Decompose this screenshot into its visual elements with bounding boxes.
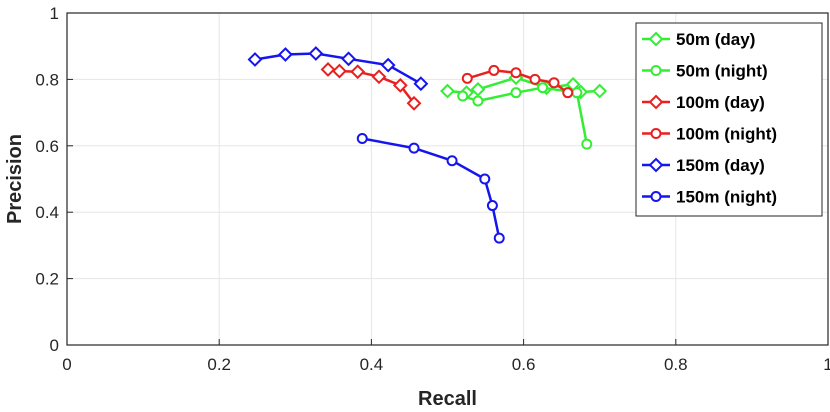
legend-label: 50m (day) — [676, 30, 755, 49]
data-point — [581, 138, 593, 150]
y-tick-label: 0.6 — [35, 137, 59, 156]
data-point — [446, 155, 458, 167]
x-axis-ticks: 0 0.2 0.4 0.6 0.8 1 — [62, 339, 830, 374]
x-tick-label: 0 — [62, 355, 71, 374]
x-tick-label: 1 — [823, 355, 830, 374]
data-point — [356, 132, 368, 144]
data-point — [548, 77, 560, 89]
legend-label: 150m (night) — [676, 188, 777, 207]
data-point — [529, 73, 541, 85]
legend-entry: 50m (night) — [642, 62, 768, 81]
data-point — [320, 62, 336, 77]
x-tick-label: 0.6 — [512, 355, 536, 374]
legend-box — [635, 22, 823, 217]
legend-entry: 100m (night) — [642, 125, 777, 144]
legend: 50m (day) 50m (night) 100m (day) 100m (nigh… — [635, 22, 823, 217]
data-point — [247, 52, 263, 67]
data-point — [510, 67, 522, 79]
data-point — [350, 64, 366, 80]
legend-swatch-marker — [648, 31, 664, 47]
data-point — [308, 46, 324, 61]
legend-swatch-marker — [650, 191, 662, 202]
data-point — [380, 57, 396, 73]
data-point — [592, 83, 608, 99]
data-point — [472, 95, 484, 107]
data-point — [457, 90, 469, 102]
y-axis-label: Precision — [4, 134, 26, 224]
y-tick-label: 0.8 — [35, 70, 59, 89]
x-tick-label: 0.8 — [664, 355, 688, 374]
data-point — [406, 95, 422, 111]
legend-swatch-marker — [650, 65, 662, 76]
legend-swatch-marker — [648, 94, 664, 110]
series-5 — [356, 132, 505, 244]
series-3 — [461, 64, 574, 99]
series-2 — [320, 62, 422, 111]
data-point — [461, 72, 473, 84]
data-point — [486, 200, 498, 212]
series-group — [247, 46, 608, 244]
data-point — [479, 173, 491, 185]
series-1 — [457, 82, 593, 150]
legend-entry: 150m (night) — [642, 188, 777, 207]
axes-box — [66, 12, 829, 346]
data-point — [562, 87, 574, 99]
legend-swatch-marker — [650, 128, 662, 139]
data-point — [371, 69, 387, 85]
legend-swatch-marker — [648, 157, 664, 173]
data-point — [537, 82, 549, 94]
data-point — [493, 232, 505, 244]
data-point — [392, 77, 408, 93]
series-line — [362, 137, 501, 239]
legend-entry: 100m (day) — [642, 93, 765, 112]
data-point — [488, 64, 500, 76]
data-point — [341, 51, 356, 67]
legend-label: 100m (day) — [676, 93, 765, 112]
y-tick-label: 1 — [50, 4, 59, 23]
y-tick-label: 0.2 — [35, 270, 59, 289]
data-point — [571, 87, 583, 99]
legend-entry: 50m (day) — [642, 30, 755, 49]
x-tick-label: 0.4 — [360, 355, 384, 374]
data-point — [408, 142, 420, 154]
legend-label: 100m (night) — [676, 125, 777, 144]
data-point — [277, 47, 293, 62]
legend-label: 50m (night) — [676, 62, 768, 81]
series-4 — [247, 46, 429, 92]
data-point — [440, 83, 455, 99]
x-tick-label: 0.2 — [207, 355, 231, 374]
y-tick-label: 0 — [50, 336, 59, 355]
x-axis-label: Recall — [418, 388, 477, 410]
y-tick-label: 0.4 — [35, 203, 59, 222]
legend-label: 150m (day) — [676, 156, 765, 175]
data-point — [332, 63, 347, 79]
y-axis-ticks: 0 0.2 0.4 0.6 0.8 1 — [35, 4, 73, 355]
data-point — [413, 76, 429, 92]
legend-entry: 150m (day) — [642, 156, 765, 175]
data-point — [510, 87, 522, 99]
data-point — [470, 81, 486, 97]
